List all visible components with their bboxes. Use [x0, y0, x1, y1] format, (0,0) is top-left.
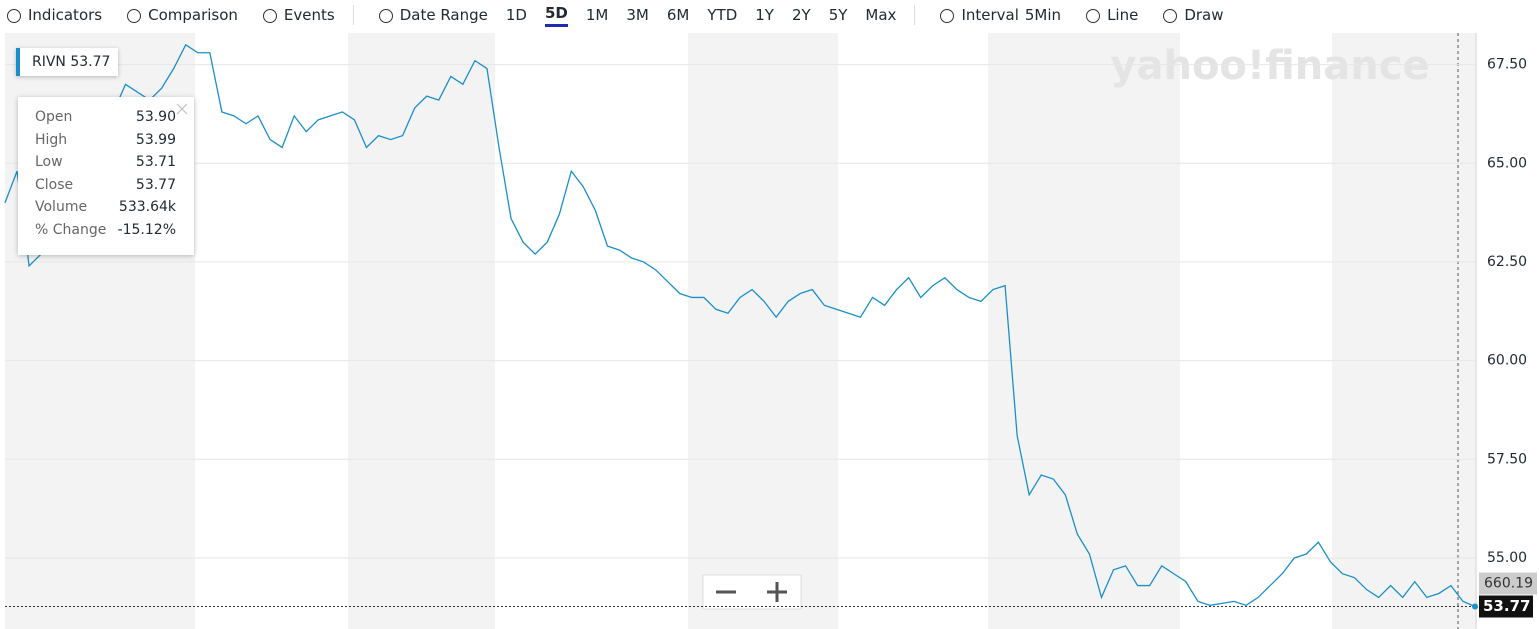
y-tick-label: 57.50	[1487, 451, 1527, 467]
tooltip-row: Open 53.90	[35, 109, 176, 125]
price: 53.77	[70, 54, 111, 70]
separator	[914, 5, 916, 25]
close-icon[interactable]	[176, 103, 188, 115]
date-range-label: Date Range	[399, 6, 488, 24]
range-button[interactable]: 3M	[626, 6, 649, 24]
style-label: Line	[1107, 6, 1139, 24]
price-badge	[1479, 595, 1533, 618]
y-tick-label: 65.00	[1487, 155, 1527, 171]
icon	[7, 8, 21, 23]
range-button[interactable]: 2Y	[791, 6, 811, 24]
icon	[127, 8, 142, 23]
tooltip-value: 53.99	[135, 131, 176, 148]
tooltip-row: Close 53.77	[35, 177, 176, 193]
y-tick-label: 67.50	[1487, 57, 1527, 73]
tooltip-value: 533.64k	[118, 199, 176, 216]
range-button[interactable]: 1Y	[755, 6, 774, 24]
tooltip-label: Low	[35, 154, 63, 171]
icon	[1163, 8, 1178, 23]
separator	[352, 5, 354, 25]
zoom-controls[interactable]	[702, 574, 802, 610]
volume-label: 660.19	[1484, 576, 1533, 592]
range-button[interactable]: 5D	[544, 4, 568, 27]
draw-button[interactable]: Draw	[1156, 6, 1224, 24]
icon	[378, 8, 393, 23]
watermark: yahoo!finance	[1110, 43, 1429, 89]
session-band	[988, 33, 1180, 629]
symbol: RIVN	[32, 54, 66, 70]
tooltip-row: % Change -15.12%	[35, 222, 176, 238]
tooltip-label: Open	[35, 109, 73, 125]
style-menu[interactable]: Line	[1079, 6, 1138, 24]
range-button[interactable]: 1M	[585, 6, 609, 24]
tooltip-label: High	[35, 131, 68, 148]
y-tick-label: 62.50	[1487, 254, 1527, 270]
range-button[interactable]: 5Y	[828, 6, 848, 24]
range-button[interactable]: Max	[865, 6, 897, 24]
range-button[interactable]: 6M	[666, 6, 690, 24]
chart: yahoo!finance 55.00 57.50 60.00 62.50 65.00 6…	[4, 33, 1537, 629]
tooltip-label: Volume	[35, 199, 88, 216]
tool-button[interactable]: Indicators	[0, 6, 102, 24]
date-range[interactable]: Date Range	[372, 6, 488, 24]
volume-badge	[1479, 572, 1537, 595]
price-line	[4, 43, 1476, 608]
session-band	[688, 33, 838, 629]
interval-value: 5Min	[1024, 6, 1062, 24]
tool-label: Indicators	[28, 6, 103, 24]
interval-label: Interval	[961, 6, 1019, 24]
range-button[interactable]: YTD	[707, 6, 738, 24]
icon	[940, 8, 955, 23]
tooltip-value: 53.77	[135, 176, 176, 193]
tooltip-row: Low 53.71	[35, 154, 176, 170]
tool-button[interactable]: Comparison	[120, 6, 238, 24]
icon	[1086, 8, 1101, 23]
y-tick-label: 55.00	[1487, 550, 1527, 566]
tooltip-value: 53.90	[135, 109, 176, 125]
price-badge-label: 53.77	[1483, 597, 1530, 615]
tool-label: Events	[283, 6, 335, 24]
tooltip-value: 53.71	[135, 154, 176, 171]
tooltip-row: High 53.99	[35, 132, 176, 148]
draw-label: Draw	[1184, 6, 1224, 24]
y-tick-label: 60.00	[1487, 353, 1527, 369]
tooltip-row: Volume 533.64k	[35, 199, 176, 215]
legend-tag: RIVN 53.77	[16, 48, 119, 76]
tool-button[interactable]: Events	[256, 6, 335, 24]
tooltip: Open 53.90 High 53.99 Low 53.71 Close 53.77 Volu…	[18, 97, 194, 255]
tooltip-label: % Change	[35, 222, 107, 238]
range-button[interactable]: 1D	[505, 6, 527, 24]
last-point	[1472, 603, 1478, 610]
session-band	[348, 33, 495, 629]
tool-label: Comparison	[148, 6, 238, 24]
session-band	[1332, 33, 1475, 629]
tooltip-label: Close	[35, 176, 74, 193]
tooltip-value: -15.12%	[117, 222, 176, 238]
interval-menu[interactable]: Interval 5Min	[933, 6, 1061, 24]
icon	[262, 8, 277, 23]
toolbar: Indicators Comparison Events Date Range 1D 5D…	[0, 0, 1539, 30]
